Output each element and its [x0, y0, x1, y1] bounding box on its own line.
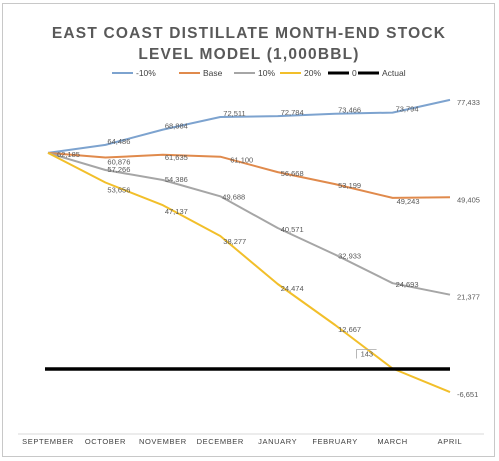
data-label-20-april: -6,651: [457, 390, 478, 399]
data-label-10-december: 49,688: [222, 192, 245, 201]
data-label-10-march: 73,794: [396, 105, 419, 114]
data-label-leader-20-march: [356, 349, 377, 359]
data-label-10-november: 68,884: [165, 122, 188, 131]
series-line-10: [47, 151, 451, 296]
data-label-10-november: 54,386: [165, 175, 188, 184]
data-label-10-march: 24,693: [396, 280, 419, 289]
data-label-base-march: 49,243: [397, 197, 420, 206]
x-tick-label-september: SEPTEMBER: [22, 437, 74, 446]
chart-title-line-1: EAST COAST DISTILLATE MONTH-END STOCK: [52, 25, 446, 42]
data-label-10-january: 40,571: [281, 225, 304, 234]
data-label-10-september: 62,185: [57, 150, 80, 159]
data-label-20-january: 24,474: [281, 284, 304, 293]
data-label-10-april: 77,433: [457, 98, 480, 107]
legend-label-0: 0: [352, 68, 357, 78]
data-label-10-october: 64,486: [107, 137, 130, 146]
data-label-base-october: 60,876: [107, 157, 130, 166]
series-line-20: [47, 152, 451, 394]
x-tick-label-october: OCTOBER: [85, 437, 126, 446]
data-label-base-december: 61,100: [230, 156, 253, 165]
series-group: [45, 98, 451, 394]
x-tick-label-march: MARCH: [377, 437, 408, 446]
x-tick-label-january: JANUARY: [258, 437, 297, 446]
data-label-10-october: 57,266: [107, 165, 130, 174]
x-tick-label-november: NOVEMBER: [139, 437, 187, 446]
data-label-base-january: 56,668: [281, 169, 304, 178]
data-label-10-december: 72,511: [223, 109, 245, 118]
series-line-10: [47, 98, 451, 154]
legend-label-base: Base: [203, 68, 223, 78]
data-label-20-february: 12,667: [338, 325, 361, 334]
x-axis-ticks: SEPTEMBER OCTOBER NOVEMBER DECEMBER JANUARY F…: [22, 437, 462, 446]
legend-label-actual: Actual: [382, 68, 406, 78]
x-tick-label-february: FEBRUARY: [312, 437, 358, 446]
x-tick-label-december: DECEMBER: [197, 437, 244, 446]
data-label-base-february: 53,199: [338, 181, 361, 190]
data-labels: 64,486 68,884 72,511 72,784 73,466 73,794 77,4…: [57, 98, 480, 399]
data-label-base-november: 61,635: [165, 153, 188, 162]
data-label-10-february: 32,933: [338, 252, 361, 261]
chart-legend: -10% Base 10% 20% 0 Actual: [112, 68, 406, 78]
data-label-20-november: 47,137: [165, 207, 188, 216]
data-label-base-april: 49,405: [457, 195, 480, 204]
chart-title-line-2: LEVEL MODEL (1,000BBL): [138, 46, 359, 63]
legend-label-20: 20%: [304, 68, 321, 78]
data-label-10-february: 73,466: [338, 106, 361, 115]
data-label-10-april: 21,377: [457, 293, 480, 302]
data-label-20-march: 143: [361, 349, 374, 358]
legend-label-10: -10%: [136, 68, 156, 78]
series-line-base: [47, 151, 451, 199]
data-label-20-december: 38,277: [223, 237, 246, 246]
legend-label-10: 10%: [258, 68, 275, 78]
x-tick-label-april: APRIL: [438, 437, 463, 446]
data-label-20-october: 53,656: [107, 186, 130, 195]
chart-frame: [2, 3, 495, 457]
data-label-10-january: 72,784: [281, 108, 304, 117]
